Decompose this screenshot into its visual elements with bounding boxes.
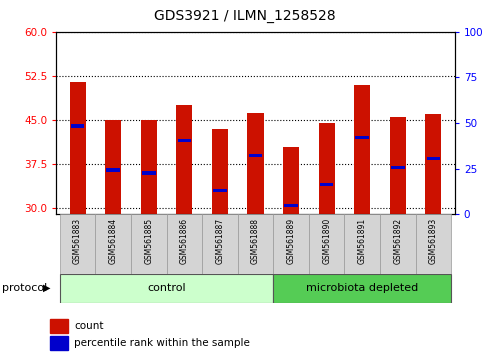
- Text: GSM561893: GSM561893: [428, 218, 437, 264]
- Text: GSM561886: GSM561886: [180, 218, 188, 264]
- Bar: [142, 171, 155, 175]
- FancyBboxPatch shape: [415, 214, 450, 274]
- FancyBboxPatch shape: [95, 214, 131, 274]
- Bar: [355, 136, 368, 139]
- Bar: [106, 169, 120, 172]
- Bar: [425, 114, 441, 214]
- FancyBboxPatch shape: [379, 214, 415, 274]
- Text: GSM561888: GSM561888: [250, 218, 260, 264]
- Text: ▶: ▶: [42, 283, 50, 293]
- Text: GSM561890: GSM561890: [322, 218, 330, 264]
- Bar: [71, 124, 84, 127]
- Text: control: control: [147, 283, 185, 293]
- FancyBboxPatch shape: [60, 274, 273, 303]
- Text: GDS3921 / ILMN_1258528: GDS3921 / ILMN_1258528: [153, 9, 335, 23]
- Bar: [176, 105, 192, 214]
- Bar: [284, 204, 297, 207]
- FancyBboxPatch shape: [237, 214, 273, 274]
- Bar: [318, 123, 334, 214]
- Bar: [69, 82, 85, 214]
- Bar: [177, 139, 191, 142]
- Bar: [247, 113, 263, 214]
- Text: protocol: protocol: [2, 283, 48, 293]
- Bar: [319, 183, 333, 187]
- Text: GSM561887: GSM561887: [215, 218, 224, 264]
- FancyBboxPatch shape: [166, 214, 202, 274]
- Text: GSM561884: GSM561884: [108, 218, 118, 264]
- Bar: [50, 336, 67, 350]
- Bar: [389, 117, 405, 214]
- Text: count: count: [74, 321, 103, 331]
- Bar: [213, 189, 226, 192]
- Bar: [248, 154, 262, 157]
- Text: percentile rank within the sample: percentile rank within the sample: [74, 338, 249, 348]
- Text: GSM561891: GSM561891: [357, 218, 366, 264]
- FancyBboxPatch shape: [308, 214, 344, 274]
- FancyBboxPatch shape: [60, 214, 95, 274]
- Text: GSM561892: GSM561892: [392, 218, 402, 264]
- Bar: [211, 129, 227, 214]
- Bar: [390, 166, 404, 169]
- Bar: [353, 85, 369, 214]
- FancyBboxPatch shape: [273, 214, 308, 274]
- FancyBboxPatch shape: [131, 214, 166, 274]
- Text: GSM561889: GSM561889: [286, 218, 295, 264]
- Bar: [141, 120, 157, 214]
- FancyBboxPatch shape: [273, 274, 450, 303]
- Bar: [105, 120, 121, 214]
- Bar: [426, 157, 439, 160]
- FancyBboxPatch shape: [202, 214, 237, 274]
- Bar: [283, 147, 299, 214]
- Bar: [50, 319, 67, 333]
- FancyBboxPatch shape: [344, 214, 379, 274]
- Text: microbiota depleted: microbiota depleted: [305, 283, 418, 293]
- Text: GSM561885: GSM561885: [144, 218, 153, 264]
- Text: GSM561883: GSM561883: [73, 218, 82, 264]
